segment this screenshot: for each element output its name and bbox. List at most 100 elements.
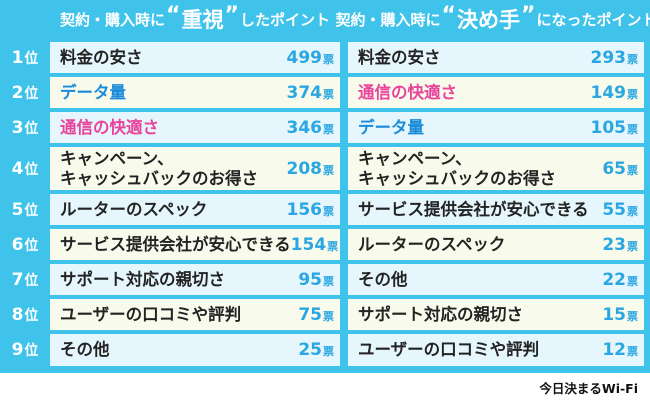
vote-count: 105 票 <box>591 118 639 138</box>
vote-number: 12 <box>602 340 626 360</box>
vote-unit: 票 <box>323 122 334 136</box>
ranking-cell-right: サポート対応の親切さ 15 票 <box>348 299 644 330</box>
rank-number: 7 <box>11 269 24 290</box>
rank-unit: 位 <box>24 161 39 178</box>
rank-unit: 位 <box>24 343 39 359</box>
vote-number: 25 <box>298 340 322 360</box>
vote-count: 374 票 <box>287 83 335 103</box>
header-right-close-quote: ” <box>521 3 536 28</box>
vote-number: 22 <box>602 269 626 290</box>
ranking-cell-right: サービス提供会社が安心できる 55 票 <box>348 194 644 225</box>
header-left-open-quote: “ <box>166 3 181 28</box>
rank-number: 9 <box>11 340 24 360</box>
ranking-cell-left: 通信の快適さ 346 票 <box>50 112 340 143</box>
rank-unit: 位 <box>24 272 39 289</box>
ranking-cell-left: キャンペーン、 キャッシュバックのお得さ 208 票 <box>50 147 340 190</box>
ranking-board: 契約・購入時に “重視” したポイント 契約・購入時に “決め手” になったポイント 1… <box>0 0 650 373</box>
rank-unit: 位 <box>24 120 39 137</box>
rank-number: 2 <box>11 82 24 103</box>
vote-number: 374 <box>286 82 323 103</box>
vote-unit: 票 <box>323 52 334 66</box>
item-label: ユーザーの口コミや評判 <box>60 304 242 324</box>
vote-number: 75 <box>298 304 322 325</box>
item-label: ルーターのスペック <box>358 234 506 254</box>
vote-count: 149 票 <box>591 83 639 103</box>
vote-number: 154 <box>290 234 327 255</box>
ranking-cell-right: 料金の安さ 293 票 <box>348 42 644 73</box>
item-label: サポート対応の親切さ <box>358 304 523 324</box>
vote-count: 12 票 <box>602 340 638 360</box>
header-right-prefix: 契約・購入時に <box>335 10 441 29</box>
ranking-cell-left: ルーターのスペック 156 票 <box>50 194 340 225</box>
vote-count: 15 票 <box>602 305 638 325</box>
vote-count: 25 票 <box>298 340 334 360</box>
vote-unit: 票 <box>323 345 334 358</box>
vote-count: 23 票 <box>602 235 638 255</box>
header-left-suffix: したポイント <box>239 10 330 29</box>
item-label: キャンペーン、 キャッシュバックのお得さ <box>60 148 258 188</box>
item-label: その他 <box>60 340 110 360</box>
vote-count: 95 票 <box>298 270 334 290</box>
item-label: データ量 <box>358 117 424 137</box>
header-left-close-quote: ” <box>224 3 239 28</box>
vote-number: 208 <box>286 158 323 179</box>
item-label: ユーザーの口コミや評判 <box>358 340 540 360</box>
rank-number: 6 <box>11 234 24 255</box>
item-label: データ量 <box>60 82 126 102</box>
vote-number: 15 <box>602 304 626 325</box>
ranking-cell-right: ルーターのスペック 23 票 <box>348 229 644 260</box>
rank-number: 5 <box>11 199 24 220</box>
ranking-cell-right: ユーザーの口コミや評判 12 票 <box>348 334 644 366</box>
vote-number: 156 <box>286 199 323 220</box>
vote-count: 293 票 <box>591 48 639 68</box>
item-label: 料金の安さ <box>358 47 441 67</box>
header-left-important-points: 契約・購入時に “重視” したポイント <box>50 0 340 38</box>
item-label: サポート対応の親切さ <box>60 269 225 289</box>
vote-unit: 票 <box>627 87 638 101</box>
ranking-cell-right: データ量 105 票 <box>348 112 644 143</box>
rank-unit: 位 <box>24 50 39 67</box>
vote-unit: 票 <box>323 87 334 101</box>
ranking-cell-right: 通信の快適さ 149 票 <box>348 77 644 108</box>
rank-number: 4 <box>11 158 24 179</box>
item-label: サービス提供会社が安心できる <box>60 234 291 254</box>
vote-unit: 票 <box>323 309 334 323</box>
vote-count: 156 票 <box>287 200 335 220</box>
vote-number: 65 <box>602 158 626 179</box>
vote-count: 65 票 <box>602 159 638 179</box>
vote-unit: 票 <box>323 163 334 177</box>
vote-unit: 票 <box>627 163 638 177</box>
rank-number: 1 <box>11 47 24 68</box>
vote-unit: 票 <box>627 122 638 136</box>
vote-count: 22 票 <box>602 270 638 290</box>
ranking-cell-right: キャンペーン、 キャッシュバックのお得さ 65 票 <box>348 147 644 190</box>
vote-unit: 票 <box>627 309 638 323</box>
vote-count: 346 票 <box>287 118 335 138</box>
item-label: キャンペーン、 キャッシュバックのお得さ <box>358 148 556 188</box>
vote-unit: 票 <box>627 345 638 358</box>
vote-count: 499 票 <box>287 48 335 68</box>
item-label: 料金の安さ <box>60 47 143 67</box>
ranking-cell-right: その他 22 票 <box>348 264 644 295</box>
vote-number: 95 <box>298 269 322 290</box>
rank-unit: 位 <box>24 237 39 254</box>
vote-number: 105 <box>590 117 627 138</box>
vote-unit: 票 <box>327 239 339 253</box>
ranking-cell-left: データ量 374 票 <box>50 77 340 108</box>
item-label: サービス提供会社が安心できる <box>358 199 589 219</box>
item-label: 通信の快適さ <box>60 117 159 137</box>
ranking-cell-left: ユーザーの口コミや評判 75 票 <box>50 299 340 330</box>
vote-count: 75 票 <box>298 305 334 325</box>
vote-number: 23 <box>602 234 626 255</box>
vote-number: 149 <box>590 82 627 103</box>
rank-number: 8 <box>11 304 24 325</box>
rank-unit: 位 <box>24 202 39 219</box>
vote-unit: 票 <box>627 52 638 66</box>
vote-unit: 票 <box>627 274 638 288</box>
